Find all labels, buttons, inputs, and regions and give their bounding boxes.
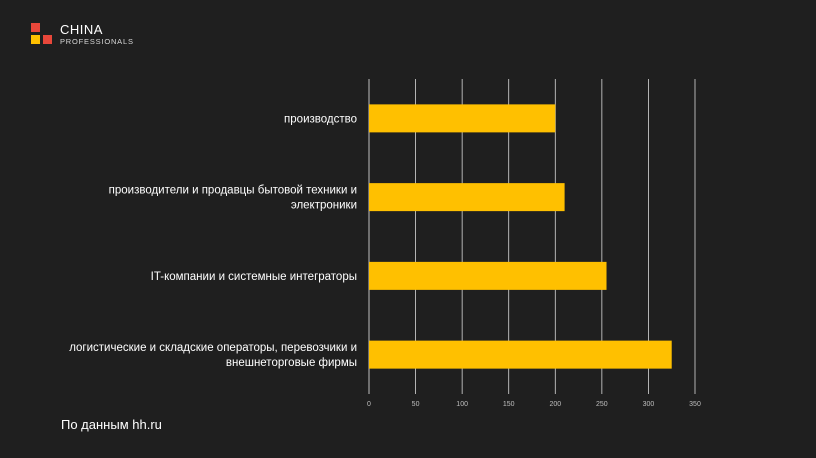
bar xyxy=(369,340,672,369)
category-label: производители и продавцы бытовой техники… xyxy=(109,185,357,212)
x-tick-label: 100 xyxy=(456,401,468,408)
x-tick-label: 0 xyxy=(367,401,371,408)
source-note: По данным hh.ru xyxy=(61,417,162,432)
bar xyxy=(369,183,565,212)
bar xyxy=(369,104,556,133)
category-label-line: логистические и складские операторы, пер… xyxy=(69,342,357,354)
logo-square-red-top xyxy=(31,23,40,32)
logo-sub-text: PROFESSIONALS xyxy=(60,37,134,46)
x-tick-label: 50 xyxy=(412,401,420,408)
category-label: IT-компании и системные интеграторы xyxy=(151,271,357,283)
category-label-line: внешнеторговые фирмы xyxy=(226,357,357,369)
category-label-line: электроники xyxy=(291,200,357,212)
logo-brand-text: CHINA xyxy=(60,22,103,37)
x-tick-label: 250 xyxy=(596,401,608,408)
logo: CHINA PROFESSIONALS xyxy=(29,20,169,50)
x-tick-label: 350 xyxy=(689,401,701,408)
bar xyxy=(369,261,607,290)
category-label-line: IT-компании и системные интеграторы xyxy=(151,271,357,283)
category-label-line: производство xyxy=(284,113,357,125)
x-tick-label: 150 xyxy=(503,401,515,408)
category-label: логистические и складские операторы, пер… xyxy=(69,342,357,369)
category-label: производство xyxy=(284,113,357,125)
x-tick-label: 300 xyxy=(643,401,655,408)
x-tick-label: 200 xyxy=(549,401,561,408)
logo-square-yellow xyxy=(31,35,40,44)
logo-square-red-bottom xyxy=(43,35,52,44)
category-label-line: производители и продавцы бытовой техники… xyxy=(109,185,357,197)
